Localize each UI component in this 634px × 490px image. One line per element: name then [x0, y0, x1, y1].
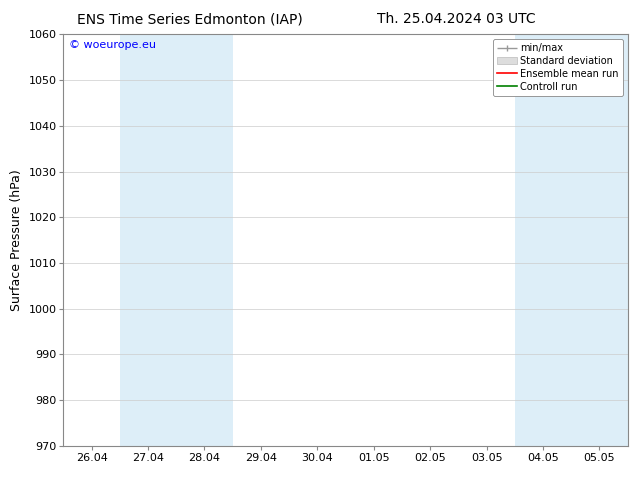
Legend: min/max, Standard deviation, Ensemble mean run, Controll run: min/max, Standard deviation, Ensemble me… — [493, 39, 623, 96]
Y-axis label: Surface Pressure (hPa): Surface Pressure (hPa) — [10, 169, 23, 311]
Text: © woeurope.eu: © woeurope.eu — [69, 41, 156, 50]
Text: ENS Time Series Edmonton (IAP): ENS Time Series Edmonton (IAP) — [77, 12, 303, 26]
Text: Th. 25.04.2024 03 UTC: Th. 25.04.2024 03 UTC — [377, 12, 536, 26]
Bar — [120, 34, 233, 446]
Bar — [515, 34, 628, 446]
